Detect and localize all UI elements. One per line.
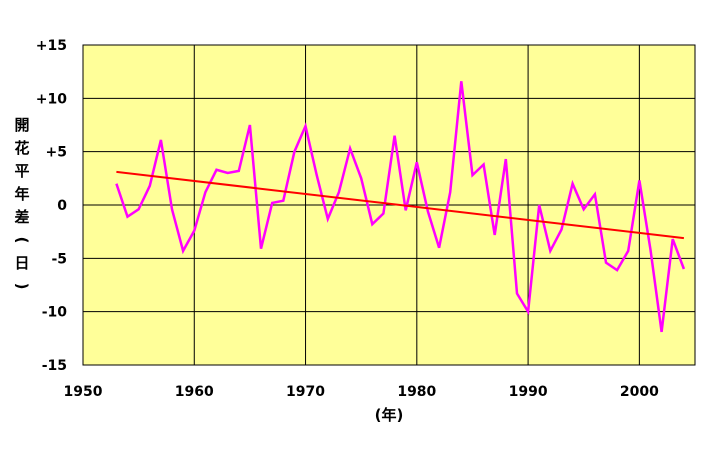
y-axis-title-char: 平 — [14, 162, 29, 180]
x-tick-labels: 1950 1960 1970 1980 1990 2000 — [64, 384, 660, 400]
x-axis-title: (年) — [375, 406, 404, 424]
data-series — [115, 81, 686, 333]
trend-line — [116, 170, 685, 240]
y-axis-title-char: 差 — [14, 208, 29, 226]
x-tick-label: 2000 — [620, 384, 659, 400]
y-tick-label: -10 — [42, 305, 68, 321]
y-tick-labels: +15 +10 +5 0 -5 -10 -15 — [36, 38, 67, 374]
y-tick-label: +15 — [36, 38, 67, 54]
plot-frame — [82, 44, 696, 366]
y-tick-label: +10 — [36, 91, 67, 107]
anomaly-series-line — [115, 81, 686, 333]
y-axis-title-char: 日 — [14, 254, 29, 272]
y-tick-label: -15 — [42, 358, 67, 374]
x-tick-label: 1980 — [397, 384, 436, 400]
y-axis-title-char: ) — [13, 283, 31, 290]
y-tick-label: 0 — [57, 198, 67, 214]
y-tick-label: -5 — [51, 251, 67, 267]
y-axis-title-char: 花 — [14, 139, 29, 157]
y-tick-label: +5 — [46, 145, 67, 161]
x-tick-label: 1990 — [509, 384, 548, 400]
y-axis-title-char: 年 — [14, 185, 29, 203]
x-tick-label: 1970 — [286, 384, 325, 400]
x-tick-label: 1960 — [175, 384, 214, 400]
y-axis-title-char: ( — [13, 237, 31, 244]
x-tick-label: 1950 — [64, 384, 103, 400]
y-axis-title-char: 開 — [14, 116, 29, 134]
